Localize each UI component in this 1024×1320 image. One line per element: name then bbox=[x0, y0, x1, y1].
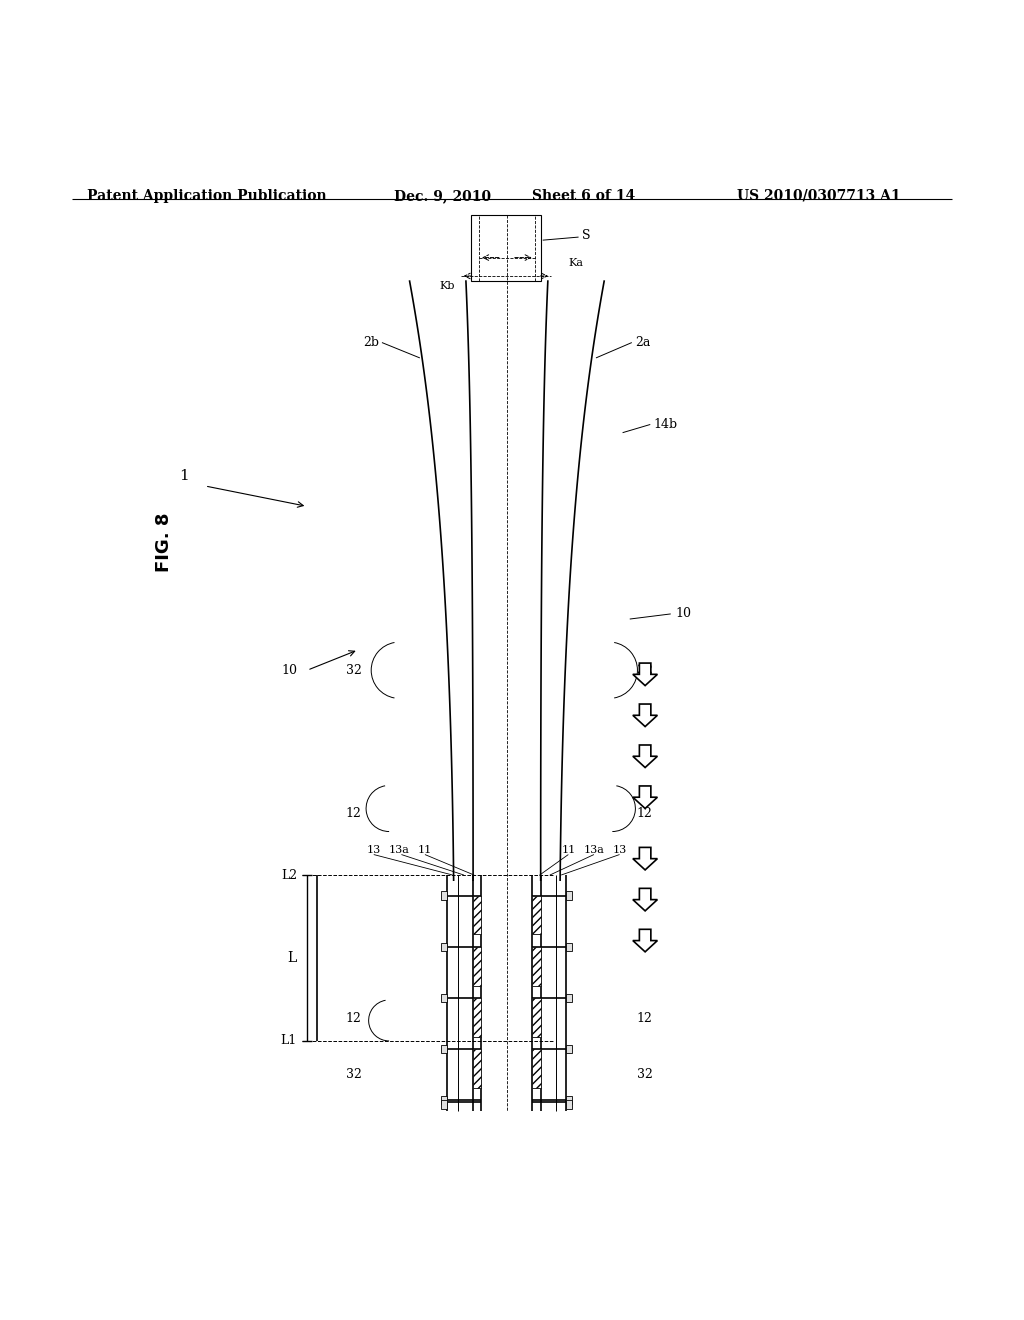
Text: 10: 10 bbox=[676, 607, 692, 620]
Bar bbox=[473, 895, 481, 935]
Text: 11: 11 bbox=[418, 845, 432, 854]
Polygon shape bbox=[633, 704, 657, 726]
Text: 12: 12 bbox=[637, 807, 653, 820]
Bar bbox=[473, 1049, 481, 1088]
Text: 13a: 13a bbox=[389, 845, 410, 854]
Text: 2a: 2a bbox=[635, 337, 650, 348]
Text: Patent Application Publication: Patent Application Publication bbox=[87, 189, 327, 203]
Bar bbox=[473, 998, 481, 1036]
Text: 12: 12 bbox=[345, 1012, 361, 1024]
Polygon shape bbox=[633, 929, 657, 952]
Text: US 2010/0307713 A1: US 2010/0307713 A1 bbox=[737, 189, 901, 203]
Text: Kb: Kb bbox=[439, 281, 455, 292]
Bar bbox=[566, 1096, 572, 1105]
Bar bbox=[441, 942, 447, 950]
Text: 12: 12 bbox=[637, 1012, 653, 1024]
Polygon shape bbox=[633, 663, 657, 685]
Polygon shape bbox=[633, 785, 657, 808]
Text: 32: 32 bbox=[637, 1068, 653, 1081]
Text: 32: 32 bbox=[345, 1068, 361, 1081]
Bar bbox=[441, 994, 447, 1002]
Bar bbox=[566, 942, 572, 950]
Bar bbox=[441, 1096, 447, 1105]
Polygon shape bbox=[633, 847, 657, 870]
Bar bbox=[473, 895, 481, 935]
Text: 14b: 14b bbox=[653, 418, 678, 430]
Text: 13: 13 bbox=[367, 845, 381, 854]
Bar bbox=[566, 994, 572, 1002]
Bar bbox=[532, 998, 541, 1036]
Bar bbox=[566, 1045, 572, 1053]
Text: 32: 32 bbox=[637, 664, 653, 677]
Text: FIG. 8: FIG. 8 bbox=[155, 512, 173, 572]
Text: 10: 10 bbox=[281, 664, 297, 677]
Text: S: S bbox=[582, 228, 590, 242]
Text: Ka: Ka bbox=[568, 257, 584, 268]
Text: 12: 12 bbox=[345, 807, 361, 820]
Bar bbox=[532, 946, 541, 986]
Text: 13: 13 bbox=[612, 845, 627, 854]
Bar bbox=[532, 1049, 541, 1088]
Bar bbox=[532, 895, 541, 935]
Bar bbox=[473, 946, 481, 986]
Polygon shape bbox=[633, 744, 657, 767]
Text: 13a: 13a bbox=[584, 845, 604, 854]
Bar bbox=[471, 215, 541, 281]
Text: 32: 32 bbox=[345, 664, 361, 677]
Bar bbox=[473, 998, 481, 1036]
Bar bbox=[441, 1045, 447, 1053]
Bar bbox=[532, 946, 541, 986]
Bar bbox=[441, 1101, 447, 1109]
Bar bbox=[441, 891, 447, 900]
Text: 11: 11 bbox=[561, 845, 575, 854]
Bar bbox=[532, 895, 541, 935]
Bar bbox=[566, 1101, 572, 1109]
Bar bbox=[473, 1049, 481, 1088]
Polygon shape bbox=[633, 888, 657, 911]
Text: Dec. 9, 2010: Dec. 9, 2010 bbox=[394, 189, 492, 203]
Text: 2b: 2b bbox=[362, 337, 379, 348]
Text: Sheet 6 of 14: Sheet 6 of 14 bbox=[532, 189, 636, 203]
Bar bbox=[566, 891, 572, 900]
Text: L1: L1 bbox=[281, 1035, 297, 1048]
Text: L2: L2 bbox=[281, 869, 297, 882]
Bar bbox=[532, 1049, 541, 1088]
Bar bbox=[532, 998, 541, 1036]
Text: L: L bbox=[288, 950, 297, 965]
Text: 1: 1 bbox=[179, 469, 189, 483]
Bar bbox=[473, 946, 481, 986]
